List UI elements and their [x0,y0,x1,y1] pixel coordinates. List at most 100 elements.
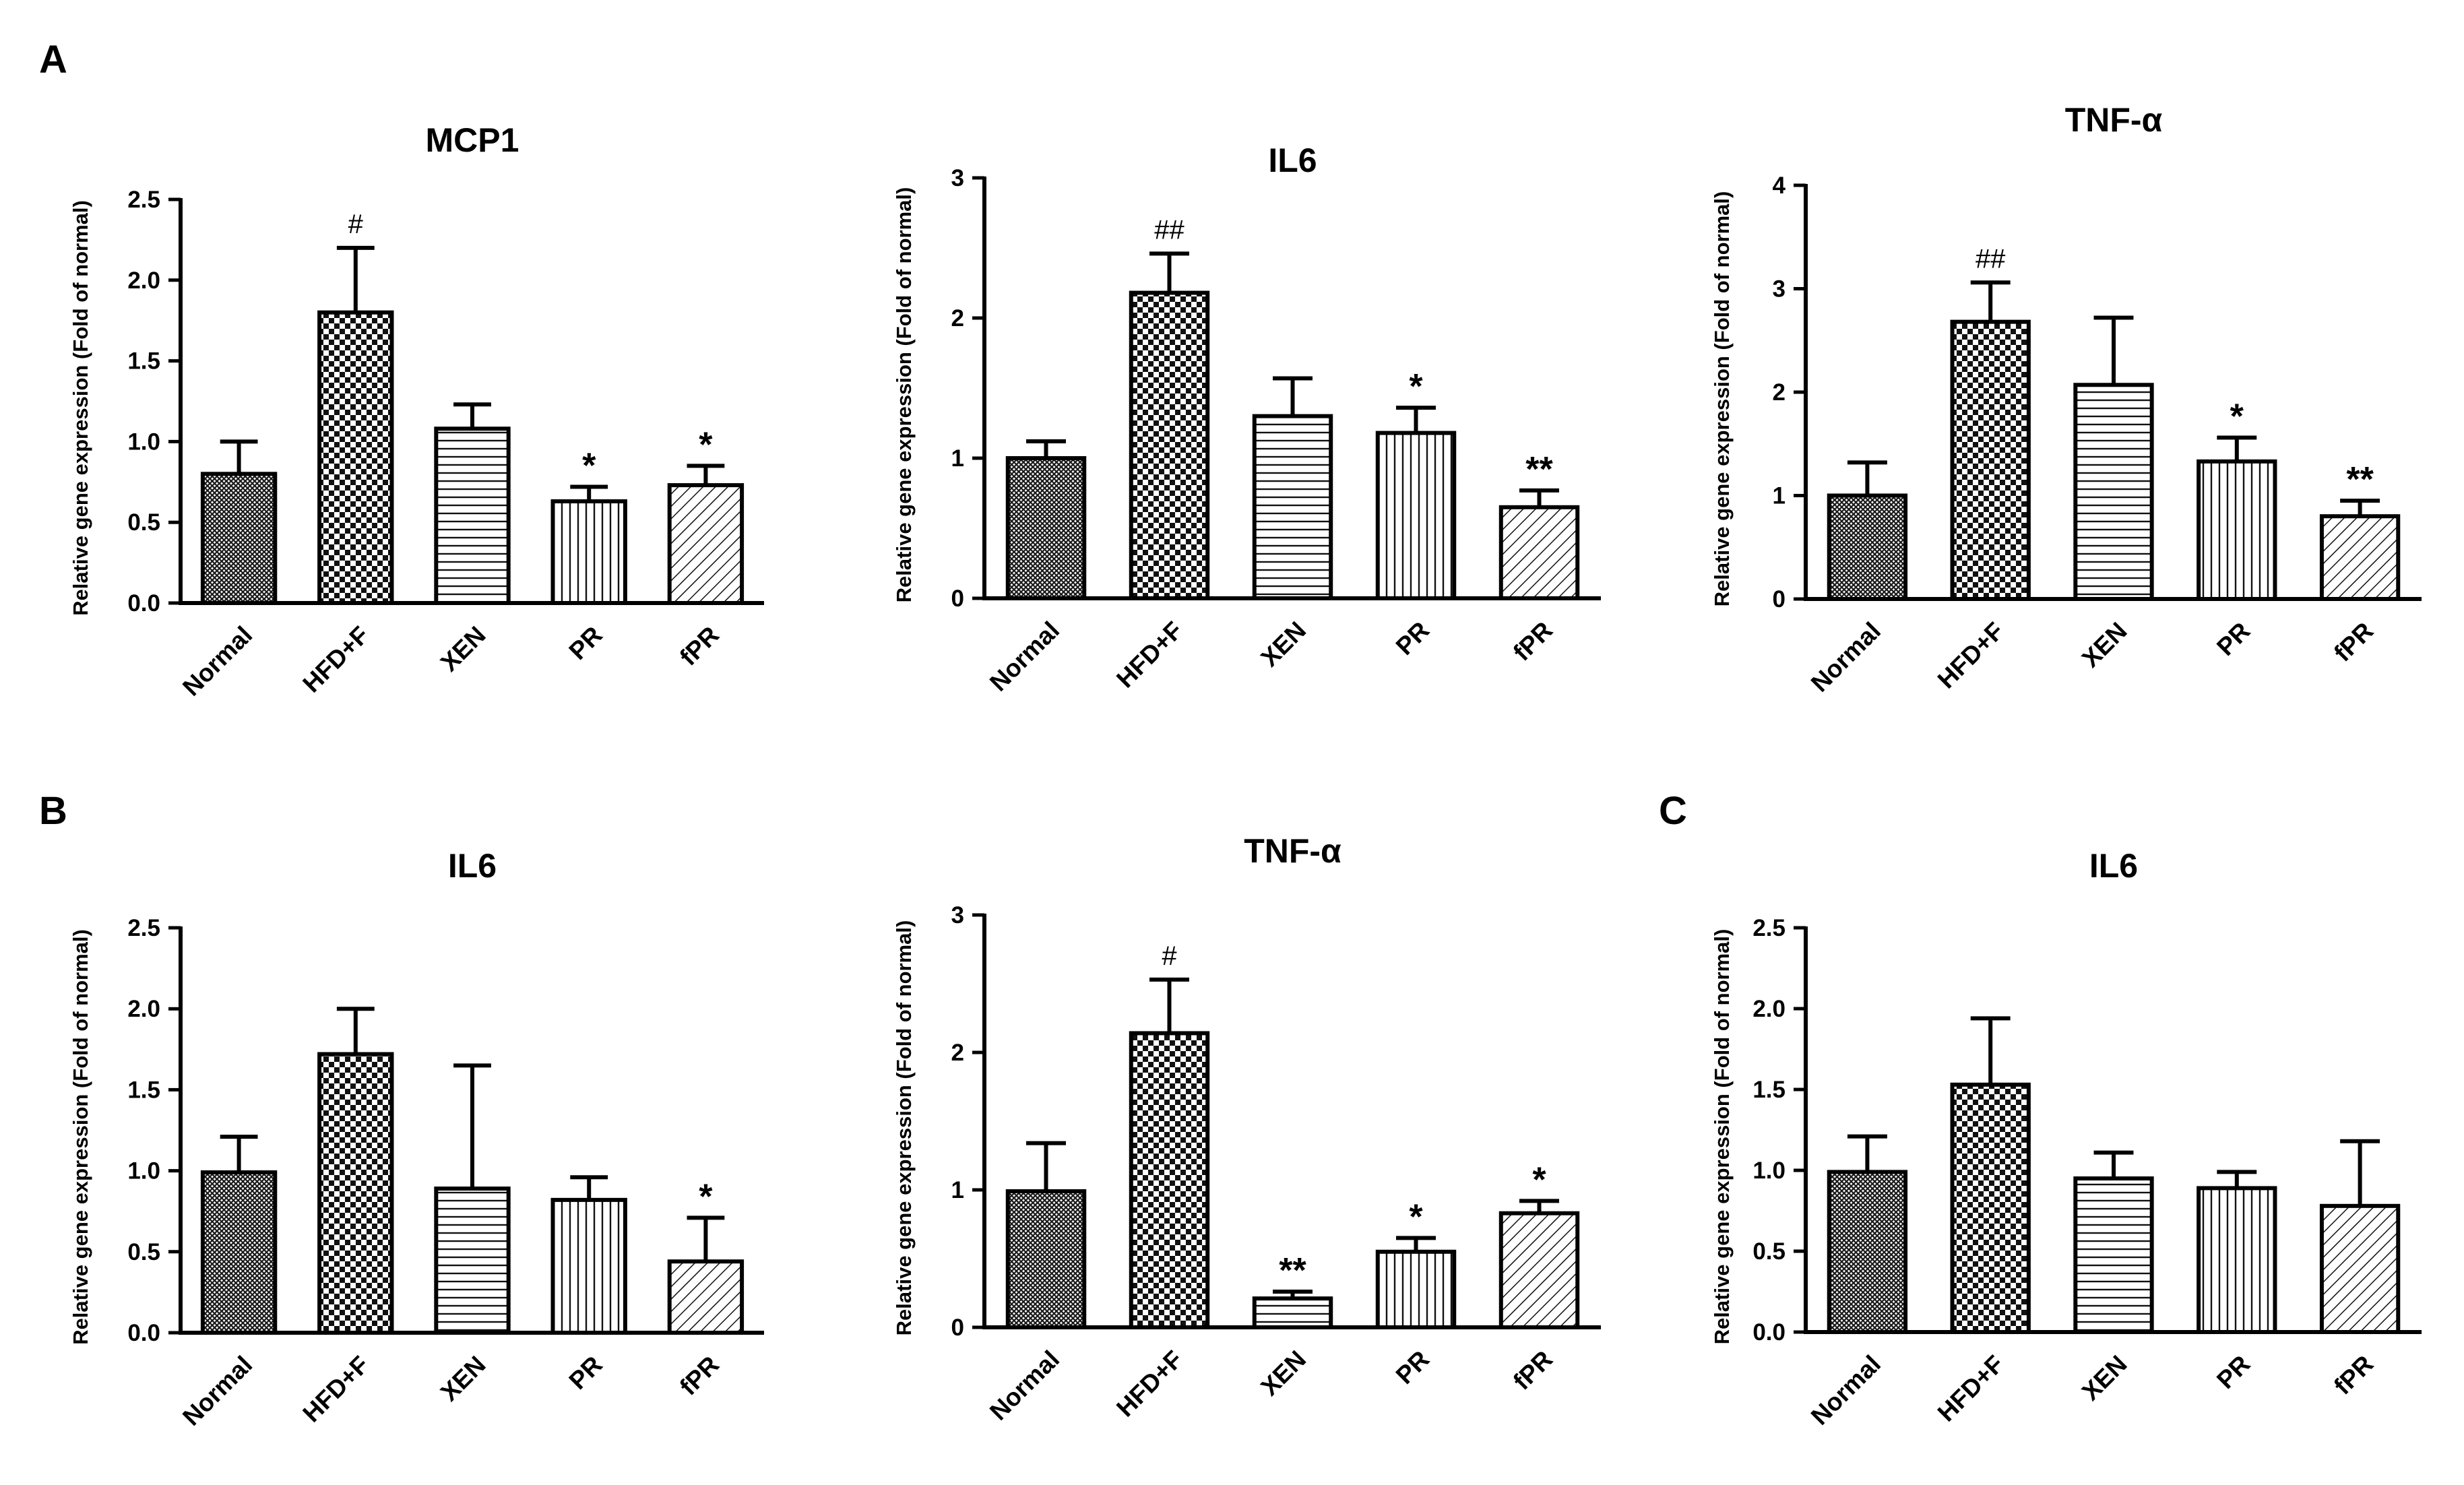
bar-pr [1375,431,1457,600]
x-tick-label: HFD+F [297,1351,374,1428]
x-tick-label: Normal [177,621,257,701]
y-axis-label: Relative gene expression (Fold of normal… [1710,929,1734,1345]
significance-label: * [2230,398,2244,437]
y-tick-label: 0 [1773,586,1786,612]
y-tick-label: 2.5 [127,187,160,213]
y-tick-label: 2.5 [1752,915,1786,941]
bar-hfd-f [317,1052,394,1335]
y-tick-label: 2.0 [127,996,160,1022]
y-axis-label: Relative gene expression (Fold of normal… [69,200,92,616]
chart-5: TNF-α Relative gene expression (Fold of n… [892,832,1601,1426]
chart-title: IL6 [1268,141,1317,179]
bar-normal [1827,493,1908,601]
y-tick-label: 2 [951,305,964,331]
y-tick-label: 2.5 [127,915,160,941]
bar-normal [1827,1170,1908,1335]
bar-xen [2073,383,2154,601]
y-axis-label: Relative gene expression (Fold of normal… [892,920,916,1336]
x-tick-label: fPR [2329,1350,2378,1400]
chart-title: IL6 [448,847,497,885]
chart-3: TNF-α Relative gene expression (Fold of n… [1710,101,2422,697]
bar-fpr [1498,1211,1580,1330]
x-tick-label: XEN [1255,617,1311,672]
y-tick-label: 3 [1773,276,1786,303]
y-tick-label: 1 [1773,483,1786,509]
y-tick-label: 1 [951,1177,964,1203]
x-tick-label: fPR [2329,617,2378,667]
x-tick-label: XEN [2077,1350,2133,1406]
bar-fpr [2319,514,2401,602]
significance-label: * [1532,1160,1546,1199]
bar-fpr [1498,505,1580,600]
y-tick-label: 0.5 [1752,1238,1786,1265]
x-tick-label: Normal [984,617,1065,697]
bar-normal [1005,456,1087,600]
x-tick-label: XEN [435,621,491,677]
y-tick-label: 2 [1773,379,1786,406]
y-tick-label: 1.5 [1752,1077,1786,1103]
x-tick-label: fPR [674,1351,724,1401]
bar-normal [200,472,278,605]
bar-pr [2197,459,2277,601]
y-axis-label: Relative gene expression (Fold of normal… [892,187,916,603]
y-tick-label: 0.0 [1752,1319,1786,1346]
y-tick-label: 0.0 [127,590,160,617]
x-tick-label: XEN [2077,617,2133,673]
x-tick-label: Normal [1806,617,1886,697]
y-axis-label: Relative gene expression (Fold of normal… [1710,191,1734,607]
bar-pr [2197,1186,2277,1335]
panel-letter-a: A [39,38,67,82]
y-tick-label: 2.0 [1752,996,1786,1022]
x-tick-label: Normal [984,1346,1065,1426]
bar-xen [434,426,511,605]
x-tick-label: PR [564,1351,608,1395]
bar-normal [1005,1189,1087,1330]
bar-fpr [667,483,745,605]
y-tick-label: 3 [951,165,964,191]
y-tick-label: 0.5 [127,1239,160,1265]
x-tick-label: Normal [1806,1350,1886,1430]
x-tick-label: HFD+F [1111,1346,1188,1422]
bar-pr [1375,1249,1457,1330]
x-tick-label: HFD+F [1111,617,1188,693]
bar-fpr [2319,1203,2401,1335]
x-tick-label: XEN [1255,1346,1311,1401]
y-tick-label: 1.5 [127,348,160,375]
bar-fpr [667,1259,745,1335]
chart-1: MCP1 Relative gene expression (Fold of no… [69,121,764,701]
bar-hfd-f [1950,319,2031,601]
significance-label: # [348,210,364,239]
bar-pr [550,1197,627,1335]
y-tick-label: 2.0 [127,267,160,294]
chart-title: TNF-α [1244,832,1341,870]
panel-letter-b: B [39,789,67,833]
x-tick-label: XEN [435,1351,491,1407]
bar-normal [200,1170,278,1335]
significance-label: ## [1976,244,2006,274]
x-tick-label: PR [1391,1346,1434,1389]
significance-label: ## [1154,215,1184,245]
bar-hfd-f [1950,1082,2031,1335]
significance-label: * [699,425,713,464]
x-tick-label: PR [1391,617,1434,660]
y-tick-label: 0.5 [127,509,160,536]
x-tick-label: HFD+F [1932,617,2009,694]
y-tick-label: 1 [951,445,964,472]
y-tick-label: 4 [1773,172,1786,199]
y-tick-label: 1.0 [127,429,160,455]
significance-label: * [582,446,596,485]
significance-label: * [1409,367,1423,406]
chart-title: MCP1 [426,121,519,159]
x-tick-label: fPR [1508,1346,1558,1395]
bar-hfd-f [1129,290,1210,600]
y-tick-label: 1.0 [127,1158,160,1184]
y-tick-label: 2 [951,1040,964,1066]
significance-label: ** [1279,1251,1306,1290]
x-tick-label: PR [564,621,608,665]
significance-label: * [699,1177,713,1216]
x-tick-label: PR [2211,1350,2255,1394]
bar-hfd-f [317,310,394,605]
y-tick-label: 0 [951,1315,964,1341]
